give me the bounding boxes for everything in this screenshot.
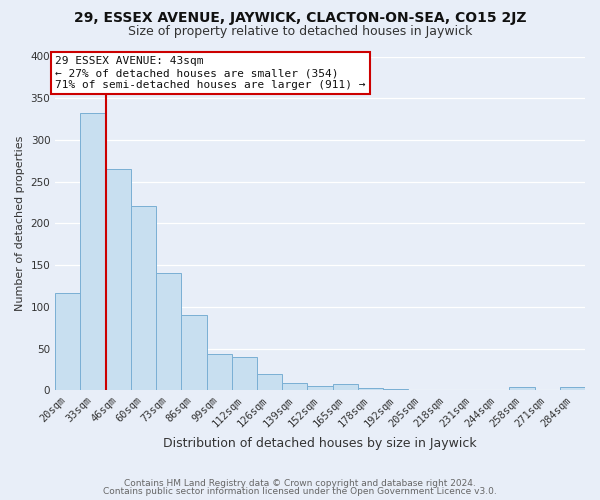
Bar <box>131 206 156 390</box>
Bar <box>560 387 585 390</box>
Bar <box>332 384 358 390</box>
Bar <box>509 387 535 390</box>
Text: 29 ESSEX AVENUE: 43sqm
← 27% of detached houses are smaller (354)
71% of semi-de: 29 ESSEX AVENUE: 43sqm ← 27% of detached… <box>55 56 365 90</box>
Bar <box>257 374 282 390</box>
Bar <box>282 382 307 390</box>
Text: Size of property relative to detached houses in Jaywick: Size of property relative to detached ho… <box>128 25 472 38</box>
Bar <box>80 113 106 390</box>
Text: 29, ESSEX AVENUE, JAYWICK, CLACTON-ON-SEA, CO15 2JZ: 29, ESSEX AVENUE, JAYWICK, CLACTON-ON-SE… <box>74 11 526 25</box>
Bar <box>55 292 80 390</box>
Bar <box>232 357 257 390</box>
Text: Contains HM Land Registry data © Crown copyright and database right 2024.: Contains HM Land Registry data © Crown c… <box>124 478 476 488</box>
Text: Contains public sector information licensed under the Open Government Licence v3: Contains public sector information licen… <box>103 487 497 496</box>
Bar <box>358 388 383 390</box>
Y-axis label: Number of detached properties: Number of detached properties <box>15 136 25 311</box>
X-axis label: Distribution of detached houses by size in Jaywick: Distribution of detached houses by size … <box>163 437 477 450</box>
Bar <box>307 386 332 390</box>
Bar <box>181 315 206 390</box>
Bar <box>383 388 409 390</box>
Bar <box>106 169 131 390</box>
Bar <box>206 354 232 390</box>
Bar <box>156 272 181 390</box>
